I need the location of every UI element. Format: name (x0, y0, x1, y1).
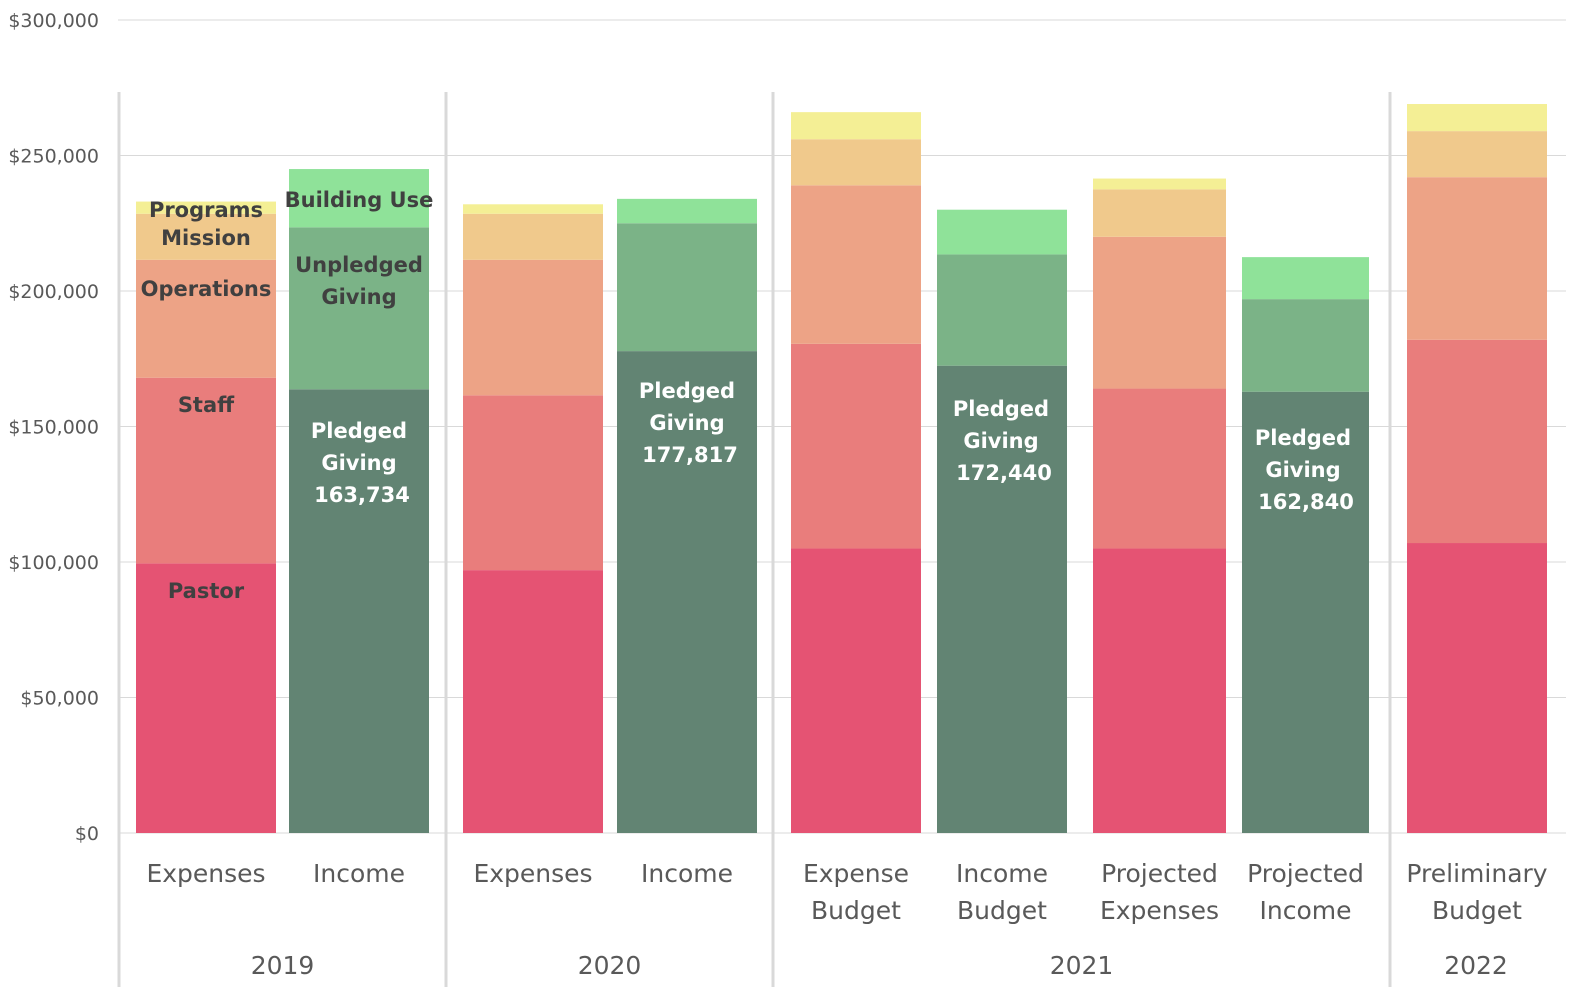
bar-segment-pledged-giving (937, 365, 1067, 833)
bar-segment-operations (1093, 236, 1226, 389)
bar-segment-programs (1093, 178, 1226, 190)
segment-data-label: Programs (149, 198, 263, 222)
bar-segment-building-use (617, 198, 757, 224)
segment-data-label: Giving (1265, 458, 1340, 482)
segment-data-label: 162,840 (1258, 490, 1354, 514)
y-axis-tick-labels: $0 $50,000 $100,000 $150,000 $200,000 $250,00… (8, 10, 99, 845)
x-category-label: Expenses (146, 859, 265, 888)
segment-data-label: 177,817 (642, 443, 738, 467)
bar-segment-programs (463, 204, 603, 214)
bar-segment-staff (1093, 388, 1226, 549)
bar-segment-mission (1093, 189, 1226, 237)
x-category-label: Income (313, 859, 405, 888)
bar-segment-pastor (1407, 543, 1547, 833)
bar-segment-unpledged-giving (1242, 299, 1369, 392)
segment-data-label: 163,734 (314, 483, 410, 507)
x-category-label: Expenses (1100, 896, 1219, 925)
x-group-label: 2020 (578, 951, 642, 980)
bar-segment-building-use (1242, 257, 1369, 300)
bar-segment-pastor (1093, 548, 1226, 833)
bar-segment-staff (136, 377, 276, 564)
bar-segment-staff (1407, 339, 1547, 544)
segment-data-label: Building Use (285, 188, 434, 212)
x-category-label: Budget (957, 896, 1047, 925)
segment-data-label: Mission (161, 226, 251, 250)
segment-data-label: Pledged (953, 397, 1049, 421)
y-tick-label: $300,000 (8, 10, 99, 32)
x-category-label: Budget (1432, 896, 1522, 925)
y-tick-label: $0 (75, 823, 99, 845)
bar-segment-unpledged-giving (617, 223, 757, 352)
bar-segment-staff (791, 343, 921, 549)
segment-data-label: Pledged (311, 419, 407, 443)
x-group-label: 2021 (1050, 951, 1114, 980)
bar-segment-programs (136, 201, 276, 214)
segment-data-label: Giving (649, 411, 724, 435)
segment-data-label: Pledged (1255, 426, 1351, 450)
bar-segment-programs (1407, 104, 1547, 132)
bar-segment-staff (463, 395, 603, 571)
y-tick-label: $50,000 (20, 688, 99, 710)
bar-segment-mission (791, 139, 921, 186)
bar-segment-building-use (937, 209, 1067, 255)
y-tick-label: $100,000 (8, 552, 99, 574)
bar-segment-pledged-giving (289, 389, 429, 833)
x-category-label: Projected (1101, 859, 1218, 888)
bars (136, 104, 1547, 833)
bar-segment-pledged-giving (617, 351, 757, 833)
bar-segment-pastor (791, 548, 921, 833)
segment-data-label: Pledged (639, 379, 735, 403)
bar-segment-mission (1407, 131, 1547, 178)
y-tick-label: $150,000 (8, 417, 99, 439)
bar-segment-pastor (463, 570, 603, 833)
segment-data-label: Operations (141, 277, 272, 301)
x-category-label: Income (641, 859, 733, 888)
x-category-label: Budget (811, 896, 901, 925)
x-group-label: 2019 (251, 951, 315, 980)
x-axis: Expenses Income Expenses Income Expense Budge… (117, 92, 1548, 987)
segment-data-label: Giving (963, 429, 1038, 453)
bar-segment-mission (463, 213, 603, 260)
x-category-label: Expenses (473, 859, 592, 888)
bar-segment-unpledged-giving (937, 254, 1067, 366)
bar-segment-pledged-giving (1242, 391, 1369, 833)
x-group-label: 2022 (1444, 951, 1508, 980)
bar-segment-unpledged-giving (289, 227, 429, 390)
bar-segment-programs (791, 112, 921, 140)
bar-segment-operations (1407, 177, 1547, 340)
x-category-label: Expense (803, 859, 909, 888)
bar-segment-mission (136, 213, 276, 260)
segment-data-label: Pastor (168, 579, 245, 603)
segment-data-label: Unpledged (295, 253, 423, 277)
segment-data-label: Staff (178, 393, 235, 417)
x-category-label: Projected (1247, 859, 1364, 888)
x-category-label: Income (1260, 896, 1352, 925)
bar-segment-operations (791, 185, 921, 344)
bar-segment-building-use (289, 169, 429, 228)
y-tick-label: $200,000 (8, 281, 99, 303)
bar-segment-operations (136, 259, 276, 378)
segment-data-label: 172,440 (956, 461, 1052, 485)
segment-labels: Pastor Staff Operations Mission Programs Pled… (141, 188, 1354, 603)
segment-data-label: Giving (321, 285, 396, 309)
bar-segment-pastor (136, 563, 276, 833)
x-category-label: Preliminary (1406, 859, 1547, 888)
x-category-label: Income (956, 859, 1048, 888)
bar-segment-operations (463, 259, 603, 396)
segment-data-label: Giving (321, 451, 396, 475)
y-tick-label: $250,000 (8, 146, 99, 168)
